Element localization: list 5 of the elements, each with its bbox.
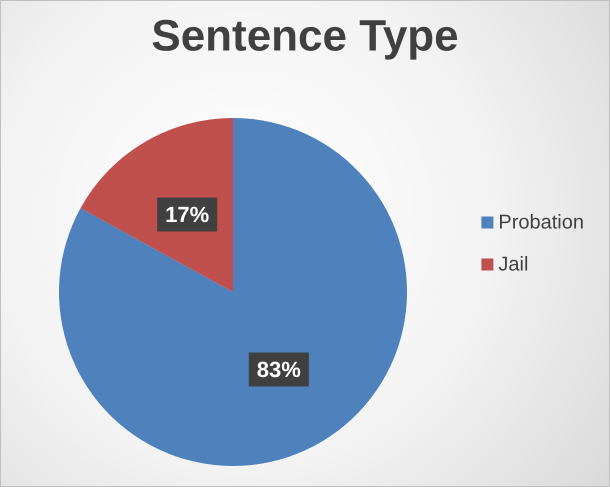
legend-label: Probation bbox=[498, 212, 584, 234]
legend-label: Jail bbox=[498, 254, 528, 276]
chart-title: Sentence Type bbox=[151, 12, 459, 60]
data-label: 83% bbox=[256, 356, 301, 382]
data-label: 17% bbox=[165, 202, 210, 228]
